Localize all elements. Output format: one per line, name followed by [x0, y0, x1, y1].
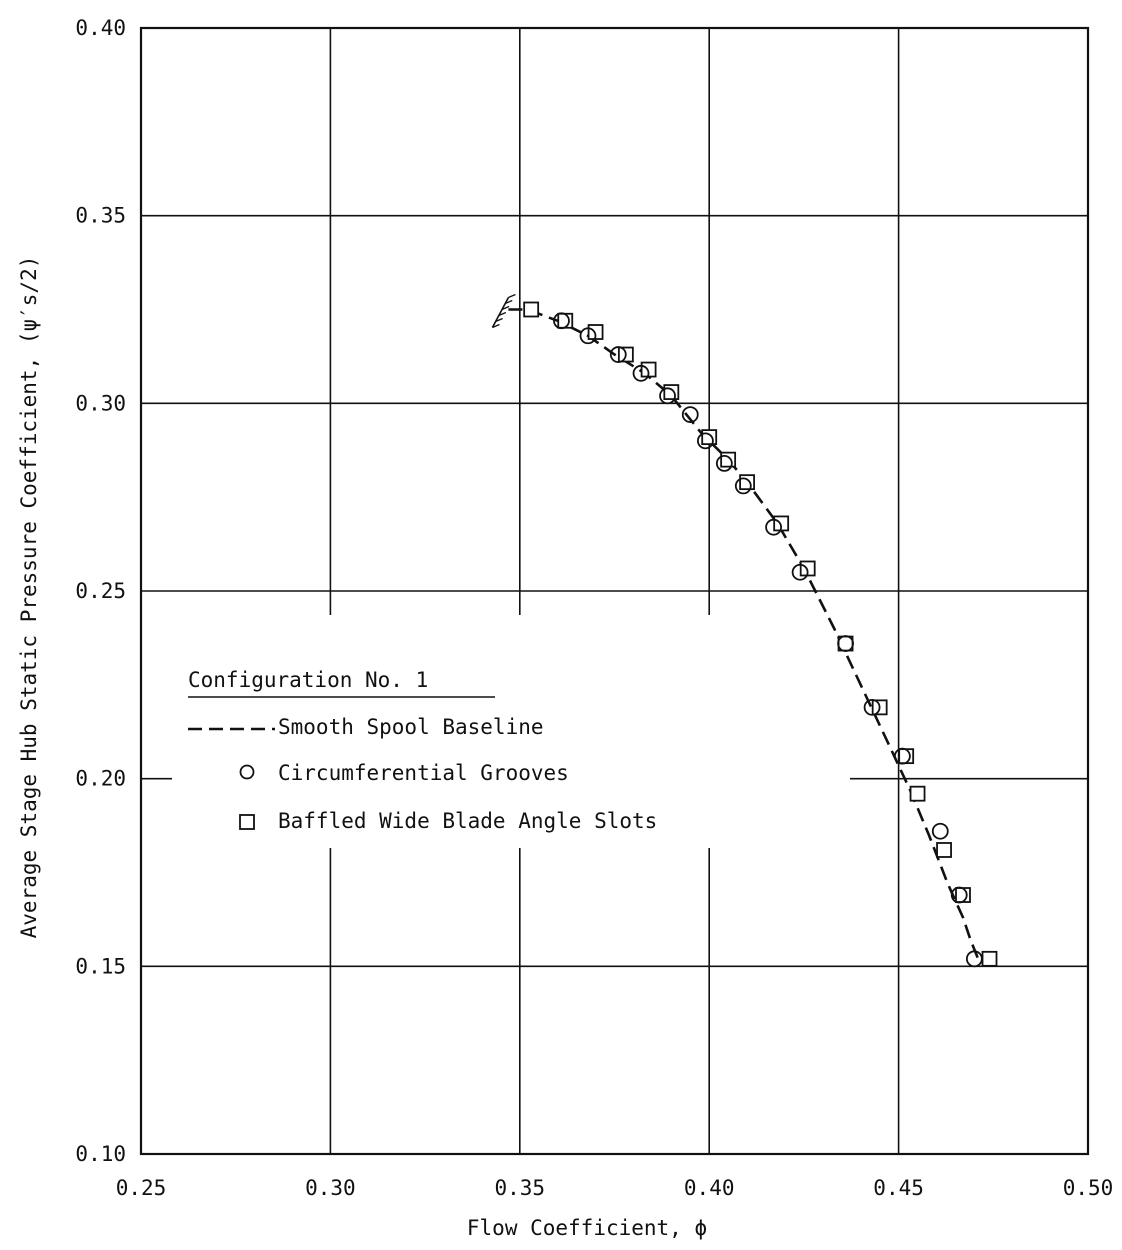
legend-title: Configuration No. 1: [188, 668, 428, 692]
stall-hatch-tick: [501, 305, 510, 311]
stall-hatch: [491, 293, 516, 329]
legend-square-icon: [239, 814, 255, 830]
legend-entry: Baffled Wide Blade Angle Slots: [278, 809, 657, 833]
y-tick-label: 0.40: [75, 16, 126, 40]
legend-circle-icon: [239, 764, 255, 780]
y-tick-label: 0.20: [75, 767, 126, 791]
y-tick-label: 0.30: [75, 391, 126, 415]
circle-point: [579, 327, 597, 345]
x-tick-label: 0.35: [495, 1176, 546, 1200]
stall-hatch-line: [491, 297, 510, 328]
x-axis-label: Flow Coefficient, ϕ: [467, 1216, 707, 1240]
square-point: [739, 474, 755, 491]
circle-point: [697, 432, 714, 450]
circle-point: [863, 698, 881, 716]
circle-point: [791, 563, 809, 581]
square-point: [981, 950, 998, 967]
grid: [139, 26, 1090, 1156]
x-tick-label: 0.40: [684, 1176, 735, 1200]
tick-labels: 0.25 0.30 0.35 0.40 0.45 0.50 0.10 0.15 0.20 0.25…: [75, 16, 1113, 1200]
stall-hatch-tick: [508, 293, 516, 299]
circle-point: [765, 518, 782, 536]
circle-point: [553, 312, 570, 330]
square-point: [523, 301, 540, 318]
baseline-line: [508, 308, 980, 960]
circle-point: [632, 364, 650, 382]
circle-point: [893, 747, 911, 765]
square-point: [557, 312, 574, 329]
legend-entry: Smooth Spool Baseline: [278, 715, 544, 739]
baseline-curve: [491, 293, 980, 960]
y-tick-label: 0.15: [75, 954, 126, 978]
circle-point: [950, 886, 968, 904]
legend-entry: Circumferential Grooves: [278, 761, 569, 785]
y-tick-label: 0.25: [75, 579, 126, 603]
x-tick-label: 0.25: [116, 1176, 167, 1200]
x-tick-label: 0.45: [873, 1176, 924, 1200]
x-tick-label: 0.50: [1063, 1176, 1114, 1200]
circle-point: [715, 454, 733, 472]
square-point: [909, 785, 926, 802]
stall-hatch-tick: [495, 317, 503, 323]
square-point: [701, 429, 718, 446]
circle-point: [734, 477, 752, 495]
circle-point: [681, 406, 699, 423]
square-point: [720, 451, 737, 468]
data-markers: [523, 301, 998, 968]
y-tick-label: 0.35: [75, 204, 126, 228]
y-tick-label: 0.10: [75, 1142, 126, 1166]
circle-point: [965, 950, 983, 968]
circle-point: [931, 822, 949, 840]
x-tick-label: 0.30: [305, 1176, 356, 1200]
stall-hatch-tick: [498, 311, 507, 317]
square-point: [936, 842, 952, 858]
circle-point: [609, 346, 627, 363]
square-point: [663, 384, 680, 400]
square-point: [955, 887, 971, 903]
legend: Configuration No. 1 Smooth Spool Baseline…: [188, 668, 657, 833]
stall-hatch-tick: [492, 323, 500, 329]
square-point: [898, 748, 915, 765]
circle-point: [659, 387, 676, 405]
stall-hatch-tick: [504, 299, 513, 305]
y-axis-label: Average Stage Hub Static Pressure Coeffi…: [17, 256, 41, 939]
circle-point: [837, 635, 854, 652]
